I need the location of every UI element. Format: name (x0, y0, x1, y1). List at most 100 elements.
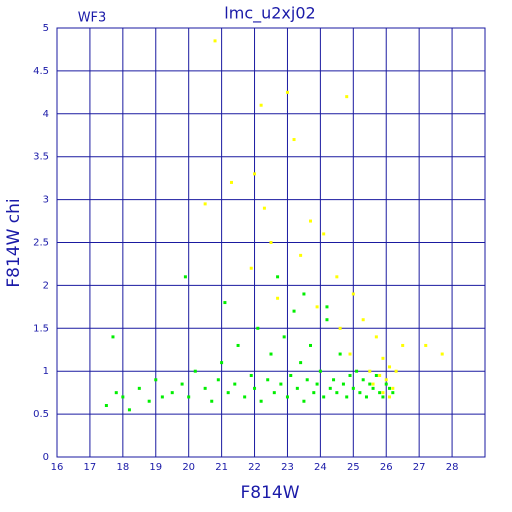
point (364, 395, 368, 399)
point (368, 369, 372, 373)
point (440, 352, 444, 356)
point (292, 309, 296, 313)
point (223, 301, 227, 305)
point (309, 219, 313, 223)
point (361, 378, 365, 382)
point (374, 335, 378, 339)
y-tick-label: 3.5 (33, 152, 49, 163)
x-tick-label: 22 (248, 462, 261, 473)
point (226, 391, 230, 395)
x-tick-label: 21 (215, 462, 228, 473)
point (388, 386, 392, 390)
point (381, 395, 385, 399)
point (276, 275, 280, 279)
y-tick-label: 2.5 (33, 238, 49, 249)
point (272, 391, 276, 395)
point (302, 399, 306, 403)
y-tick-label: 1 (43, 366, 49, 377)
point (203, 386, 207, 390)
point (309, 343, 313, 347)
point (180, 382, 184, 386)
point (322, 232, 326, 236)
point (253, 386, 257, 390)
point (229, 180, 233, 184)
point (315, 305, 319, 309)
point (358, 391, 362, 395)
point (381, 391, 385, 395)
point (388, 395, 392, 399)
point (315, 382, 319, 386)
point (391, 391, 395, 395)
x-tick-label: 23 (281, 462, 294, 473)
point (378, 373, 382, 377)
point (114, 391, 118, 395)
y-tick-label: 2 (43, 280, 49, 291)
point (147, 399, 151, 403)
point (368, 382, 372, 386)
y-tick-label: 0.5 (33, 409, 49, 420)
x-tick-label: 25 (347, 462, 360, 473)
y-tick-label: 0 (43, 452, 49, 463)
point (348, 373, 352, 377)
point (121, 395, 125, 399)
y-tick-label: 4 (43, 109, 49, 120)
point (285, 395, 289, 399)
point (279, 382, 283, 386)
point (335, 391, 339, 395)
point (249, 266, 253, 270)
point (328, 386, 332, 390)
x-tick-label: 24 (314, 462, 327, 473)
point (160, 395, 164, 399)
point (295, 386, 299, 390)
point (391, 386, 395, 390)
point (269, 352, 273, 356)
point (312, 391, 316, 395)
point (325, 305, 329, 309)
point (345, 95, 349, 99)
annotation: WF3 (78, 11, 107, 26)
point (193, 369, 197, 373)
point (104, 404, 108, 408)
x-tick-label: 18 (116, 462, 129, 473)
point (253, 172, 257, 176)
x-tick-label: 16 (51, 462, 64, 473)
x-tick-label: 26 (380, 462, 393, 473)
point (289, 373, 293, 377)
x-tick-label: 20 (182, 462, 195, 473)
point (305, 378, 309, 382)
point (381, 356, 385, 360)
point (111, 335, 115, 339)
point (266, 378, 270, 382)
point (371, 386, 375, 390)
x-tick-label: 19 (149, 462, 162, 473)
point (220, 361, 224, 365)
point (325, 318, 329, 322)
point (187, 395, 191, 399)
point (127, 408, 131, 412)
point (299, 361, 303, 365)
point (236, 343, 240, 347)
x-tick-label: 17 (84, 462, 97, 473)
point (203, 202, 207, 206)
point (216, 378, 220, 382)
point (269, 241, 273, 244)
point (259, 103, 263, 107)
point (335, 275, 339, 279)
point (282, 335, 286, 339)
point (374, 373, 378, 377)
point (299, 253, 303, 257)
point (394, 369, 398, 373)
point (345, 395, 349, 399)
point (361, 318, 365, 322)
point (338, 352, 342, 356)
point (292, 138, 296, 142)
y-tick-label: 3 (43, 195, 49, 206)
point (256, 326, 260, 330)
point (276, 296, 280, 300)
x-tick-label: 27 (413, 462, 426, 473)
point (351, 292, 355, 296)
point (285, 90, 289, 94)
y-tick-label: 1.5 (33, 323, 49, 334)
point (371, 382, 375, 386)
